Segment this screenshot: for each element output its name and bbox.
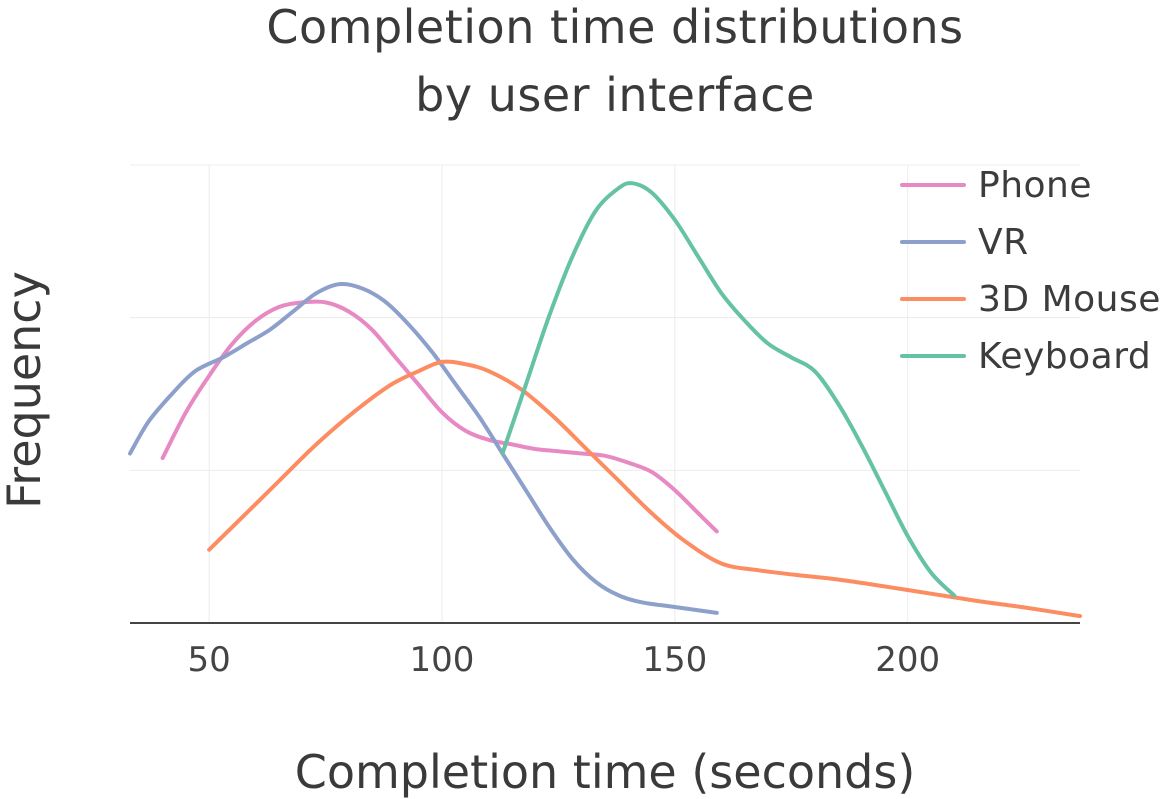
chart-title-line-2: by user interface (415, 68, 815, 122)
legend-item-keyboard[interactable]: Keyboard (900, 335, 1152, 377)
legend-label-phone: Phone (978, 164, 1093, 206)
legend-swatch-vr (900, 240, 966, 244)
series-lines (128, 181, 1082, 619)
x-tick-label-2: 150 (642, 640, 707, 680)
x-tick-label-0: 50 (188, 640, 231, 680)
series-line-phone (160, 299, 719, 534)
legend-label-3d-mouse: 3D Mouse (978, 278, 1161, 320)
legend-swatch-phone (900, 183, 966, 187)
y-axis-label: Frequency (0, 271, 51, 509)
series-line-3d-mouse (207, 359, 1082, 619)
legend-item-vr[interactable]: VR (900, 221, 1029, 263)
x-tick-label-3: 200 (875, 640, 940, 680)
legend-label-keyboard: Keyboard (978, 335, 1152, 377)
legend-item-3d-mouse[interactable]: 3D Mouse (900, 278, 1161, 320)
x-axis-label: Completion time (seconds) (294, 745, 916, 799)
chart-title-line-1: Completion time distributions (266, 0, 964, 54)
x-tick-label-1: 100 (410, 640, 475, 680)
legend-swatch-3d-mouse (900, 297, 966, 301)
series-line-vr (128, 281, 719, 615)
legend-label-vr: VR (978, 221, 1029, 263)
x-tick-labels: 50 100 150 200 (188, 640, 941, 680)
legend-item-phone[interactable]: Phone (900, 164, 1093, 206)
series-line-keyboard (500, 181, 957, 598)
legend-swatch-keyboard (900, 354, 966, 358)
